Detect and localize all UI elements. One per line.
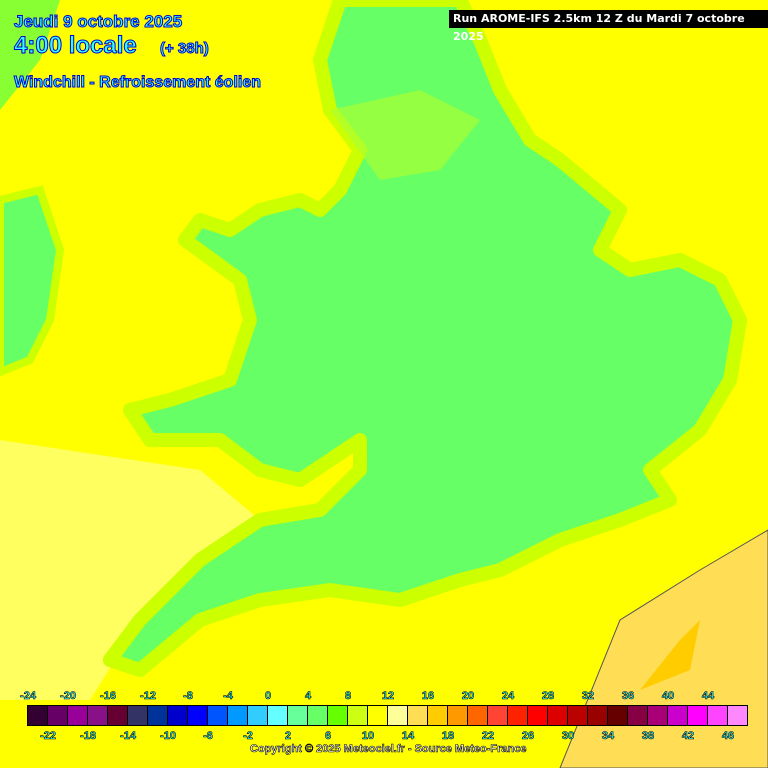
- legend-swatch: [88, 706, 108, 725]
- legend-swatch: [508, 706, 528, 725]
- legend-swatch: [688, 706, 708, 725]
- legend-label-top: -8: [183, 690, 193, 703]
- legend-swatch: [208, 706, 228, 725]
- legend-label-bottom: 22: [481, 730, 495, 743]
- legend-label-top: 0: [264, 690, 272, 703]
- legend-swatch: [68, 706, 88, 725]
- legend-label-bottom: -2: [243, 730, 253, 743]
- legend-label-top: 16: [421, 690, 435, 703]
- legend-swatch: [248, 706, 268, 725]
- legend-swatch: [288, 706, 308, 725]
- legend-label-top: -12: [140, 690, 157, 703]
- legend-label-bottom: -14: [120, 730, 137, 743]
- legend-swatch: [628, 706, 648, 725]
- legend-swatch: [548, 706, 568, 725]
- legend-swatch: [648, 706, 668, 725]
- model-run-label: Run AROME-IFS 2.5km 12 Z du Mardi 7 octo…: [449, 10, 768, 43]
- legend-swatch: [428, 706, 448, 725]
- legend-swatch: [268, 706, 288, 725]
- legend-swatch: [468, 706, 488, 725]
- legend-swatch: [488, 706, 508, 725]
- legend-label-top: -24: [20, 690, 37, 703]
- legend-swatch: [568, 706, 588, 725]
- pennines-area: [330, 90, 480, 180]
- legend-swatch: [188, 706, 208, 725]
- parameter-title: Windchill - Refroissement éolien: [13, 74, 262, 92]
- ireland-land: [0, 185, 65, 377]
- northwest-land: [0, 0, 60, 110]
- france-warm-area: [640, 620, 700, 690]
- legend-label-top: 36: [621, 690, 635, 703]
- legend-swatch: [148, 706, 168, 725]
- legend-swatch: [328, 706, 348, 725]
- legend-label-bottom: 2: [284, 730, 292, 743]
- legend-label-bottom: 38: [641, 730, 655, 743]
- legend-label-top: 32: [581, 690, 595, 703]
- legend-label-bottom: -22: [40, 730, 57, 743]
- forecast-lead-time: (+ 38h): [160, 40, 210, 58]
- legend-swatch: [108, 706, 128, 725]
- legend-label-bottom: -6: [203, 730, 213, 743]
- legend-label-bottom: -10: [160, 730, 177, 743]
- color-legend-bar: [27, 705, 748, 726]
- legend-swatch: [348, 706, 368, 725]
- legend-swatch: [708, 706, 728, 725]
- legend-label-bottom: -18: [80, 730, 97, 743]
- copyright-text: Copyright © 2025 Meteociel.fr - Source M…: [250, 743, 527, 756]
- forecast-time: 4:00 locale: [14, 32, 138, 60]
- legend-label-top: -20: [60, 690, 77, 703]
- legend-swatch: [588, 706, 608, 725]
- legend-label-bottom: 18: [441, 730, 455, 743]
- legend-swatch: [48, 706, 68, 725]
- legend-swatch: [728, 706, 747, 725]
- legend-swatch: [448, 706, 468, 725]
- legend-label-bottom: 30: [561, 730, 575, 743]
- legend-swatch: [668, 706, 688, 725]
- legend-label-bottom: 26: [521, 730, 535, 743]
- legend-label-top: 40: [661, 690, 675, 703]
- legend-swatch: [308, 706, 328, 725]
- legend-label-top: 12: [381, 690, 395, 703]
- legend-label-top: 28: [541, 690, 555, 703]
- legend-label-bottom: 14: [401, 730, 415, 743]
- legend-label-top: 20: [461, 690, 475, 703]
- legend-swatch: [528, 706, 548, 725]
- legend-label-top: 44: [701, 690, 715, 703]
- legend-swatch: [128, 706, 148, 725]
- legend-label-bottom: 34: [601, 730, 615, 743]
- legend-label-bottom: 6: [324, 730, 332, 743]
- legend-label-bottom: 46: [721, 730, 735, 743]
- legend-swatch: [408, 706, 428, 725]
- legend-label-top: 24: [501, 690, 515, 703]
- legend-label-top: 8: [344, 690, 352, 703]
- legend-swatch: [368, 706, 388, 725]
- legend-swatch: [228, 706, 248, 725]
- legend-label-top: -4: [223, 690, 233, 703]
- pale-sea-area: [0, 440, 260, 700]
- legend-label-bottom: 10: [361, 730, 375, 743]
- legend-swatch: [608, 706, 628, 725]
- legend-swatch: [168, 706, 188, 725]
- legend-label-top: 4: [304, 690, 312, 703]
- legend-label-bottom: 42: [681, 730, 695, 743]
- legend-swatch: [28, 706, 48, 725]
- forecast-date: Jeudi 9 octobre 2025: [13, 12, 183, 32]
- legend-label-top: -16: [100, 690, 117, 703]
- legend-swatch: [388, 706, 408, 725]
